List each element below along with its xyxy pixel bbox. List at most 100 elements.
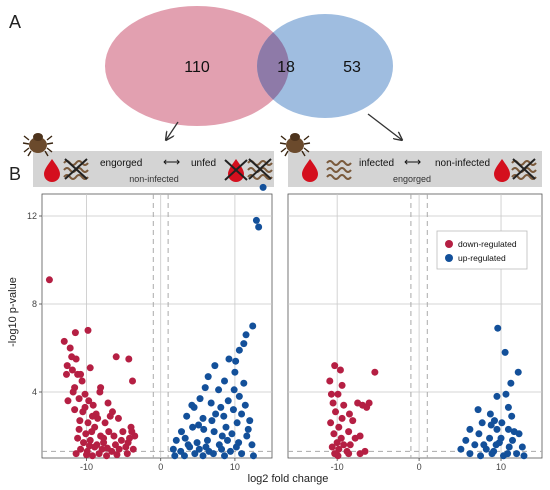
point-up-regulated [228,430,236,438]
point-up-regulated [224,397,232,405]
point-up-regulated [184,441,192,449]
point-down-regulated [356,450,364,458]
point-down-regulated [86,364,94,372]
point-up-regulated [218,432,226,440]
point-down-regulated [68,366,76,374]
point-up-regulated [471,441,479,449]
condition-banner-right: infected ⟷ non-infected engorged [279,132,542,187]
point-up-regulated [510,428,518,436]
point-up-regulated [171,452,179,460]
point-down-regulated [338,414,346,422]
point-down-regulated [105,428,113,436]
point-up-regulated [232,357,240,365]
point-up-regulated [498,419,506,427]
point-down-regulated [72,355,80,363]
point-up-regulated [518,443,526,451]
point-down-regulated [129,377,137,385]
point-down-regulated [88,452,96,460]
point-up-regulated [200,425,208,433]
point-up-regulated [466,425,474,433]
panel-label-b: B [9,164,21,184]
point-up-regulated [220,412,228,420]
point-up-regulated [226,447,234,455]
point-down-regulated [113,451,121,459]
point-up-regulated [513,450,521,458]
point-up-regulated [520,452,528,460]
point-up-regulated [211,362,219,370]
point-down-regulated [71,329,79,337]
point-down-regulated [129,445,137,453]
point-down-regulated [62,370,70,378]
point-up-regulated [218,445,226,453]
point-up-regulated [172,436,180,444]
comparison-arrow-icon: ⟷ [163,155,180,169]
point-down-regulated [81,403,89,411]
y-axis-label: -log10 p-value [7,277,19,347]
point-up-regulated [238,410,246,418]
point-down-regulated [117,436,125,444]
point-down-regulated [85,397,93,405]
condition-subtitle: engorged [393,174,431,184]
point-up-regulated [210,428,218,436]
point-down-regulated [91,423,99,431]
point-up-regulated [508,412,516,420]
point-down-regulated [77,370,85,378]
point-down-regulated [86,436,94,444]
comparison-arrow-icon: ⟷ [404,155,421,169]
point-up-regulated [183,412,191,420]
point-down-regulated [346,441,354,449]
point-up-regulated [255,223,263,231]
condition-banner-left: engorged ⟷ unfed non-infected [22,132,274,187]
point-down-regulated [82,430,90,438]
point-down-regulated [104,399,112,407]
point-down-regulated [74,434,82,442]
point-down-regulated [89,401,97,409]
point-down-regulated [91,443,99,451]
point-up-regulated [215,386,223,394]
point-up-regulated [478,419,486,427]
venn-count-overlap: 18 [277,59,295,76]
point-down-regulated [119,428,127,436]
point-down-regulated [97,384,105,392]
point-down-regulated [333,439,341,447]
point-up-regulated [501,348,509,356]
point-down-regulated [334,390,342,398]
point-down-regulated [66,344,74,352]
point-up-regulated [169,445,177,453]
point-up-regulated [225,355,233,363]
point-up-regulated [240,340,248,348]
point-up-regulated [486,410,494,418]
point-up-regulated [177,428,185,436]
point-up-regulated [195,421,203,429]
point-up-regulated [462,436,470,444]
point-up-regulated [495,439,503,447]
legend-label-down: down-regulated [458,239,517,249]
point-up-regulated [191,450,199,458]
tick-label-x: -10 [331,462,344,472]
point-up-regulated [193,439,201,447]
tick-label-x: 10 [230,462,240,472]
point-down-regulated [88,412,96,420]
point-up-regulated [231,368,239,376]
point-down-regulated [77,445,85,453]
point-down-regulated [356,432,364,440]
point-up-regulated [504,403,512,411]
volcano-plot-left: 4 8 12 -10 0 10 [27,183,273,472]
point-up-regulated [209,450,217,458]
point-down-regulated [335,445,343,453]
point-up-regulated [241,401,249,409]
point-up-regulated [208,417,216,425]
x-axis-label: log2 fold change [248,473,329,485]
point-down-regulated [335,423,343,431]
point-down-regulated [371,368,379,376]
legend-label-up: up-regulated [458,253,506,263]
tick-label-x: 10 [496,462,506,472]
point-down-regulated [329,399,337,407]
point-down-regulated [340,441,348,449]
point-up-regulated [240,379,248,387]
point-down-regulated [69,388,77,396]
point-down-regulated [340,401,348,409]
point-down-regulated [75,395,83,403]
point-up-regulated [232,443,240,451]
